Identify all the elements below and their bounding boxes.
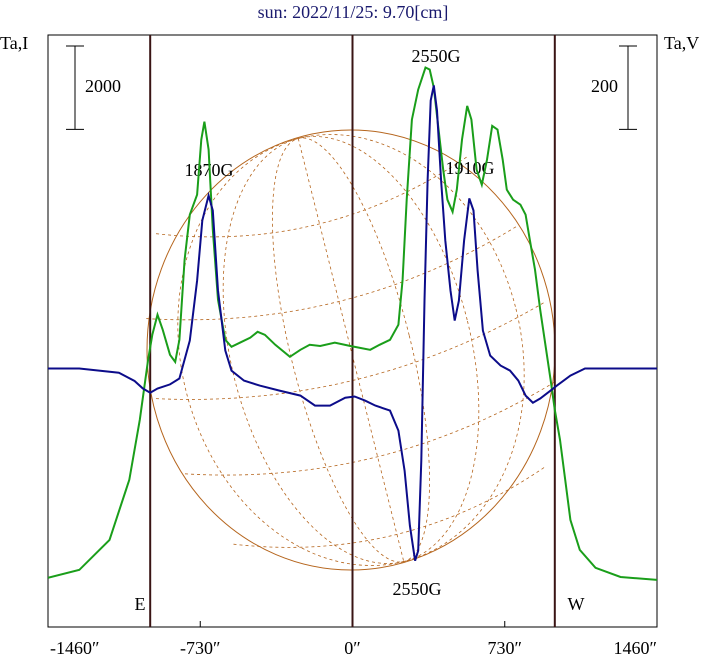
limb-label: W (568, 594, 585, 614)
x-tick-label: -1460″ (50, 638, 100, 658)
x-tick-label: 0″ (344, 638, 361, 658)
series-line (48, 66, 657, 581)
limb-label: E (135, 594, 146, 614)
scale-bar (66, 45, 84, 130)
annotation: 2550G (412, 46, 461, 66)
chart-title: sun: 2022/11/25: 9.70[cm] (258, 2, 449, 22)
sun-disk (146, 129, 556, 571)
x-tick-label: 1460″ (614, 638, 658, 658)
x-tick-label: 730″ (488, 638, 523, 658)
x-tick-label: -730″ (180, 638, 221, 658)
scale-bar-label: 200 (591, 76, 618, 96)
y-axis-label: Ta,I (0, 33, 28, 53)
scale-bar-label: 2000 (85, 76, 121, 96)
series-line (48, 85, 657, 561)
annotation: 2550G (393, 579, 442, 599)
y2-axis-label: Ta,V (664, 33, 699, 53)
scale-bar (619, 45, 637, 130)
